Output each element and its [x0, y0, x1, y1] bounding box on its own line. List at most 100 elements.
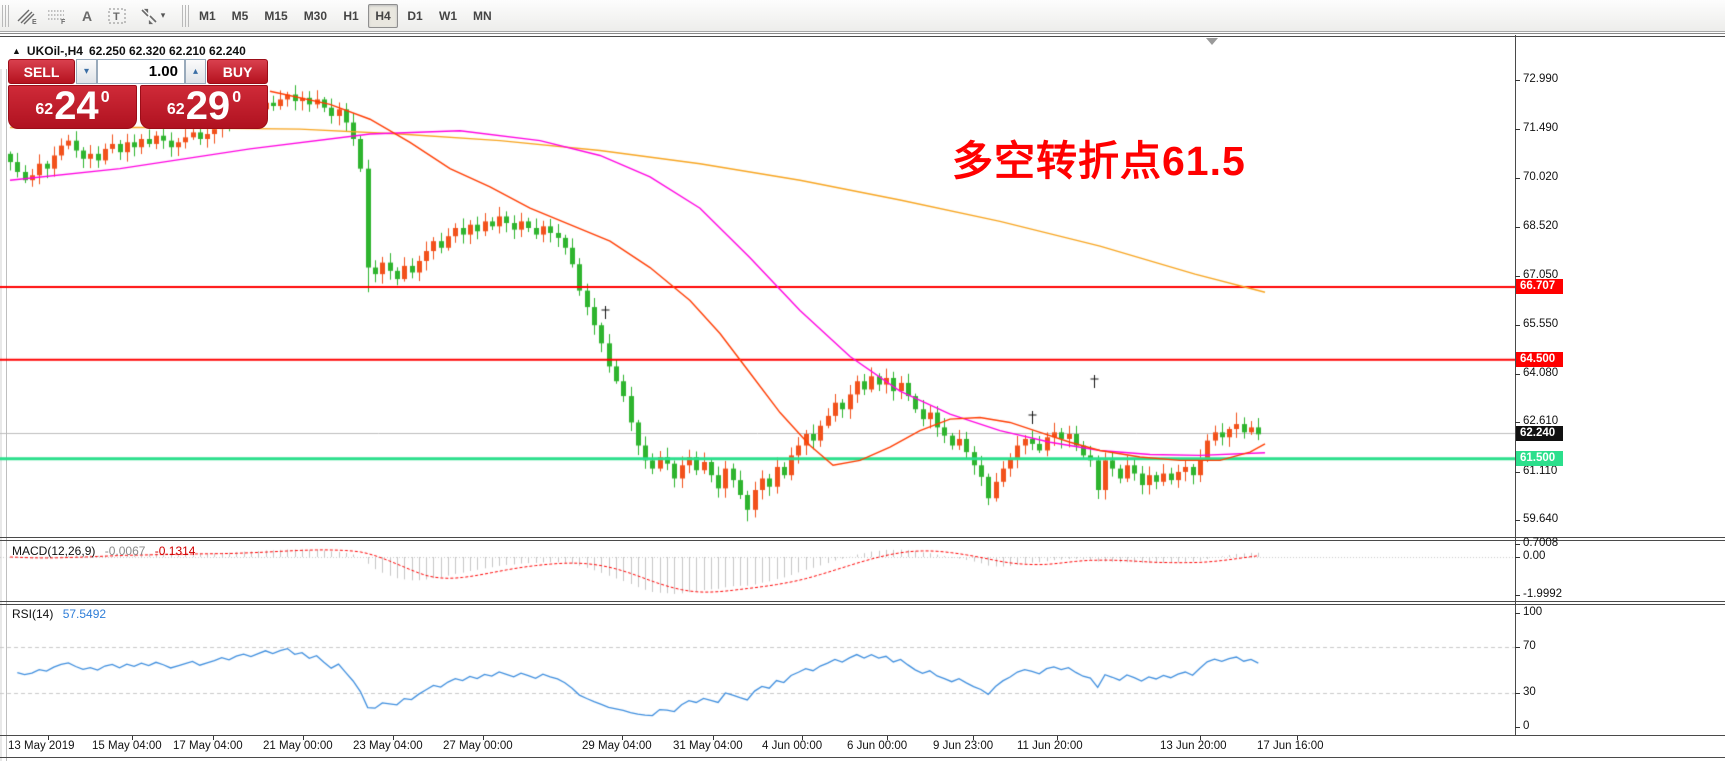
- timeframe-button-m1[interactable]: M1: [199, 8, 216, 23]
- time-tick-label: 23 May 04:00: [353, 740, 423, 752]
- time-tick-mark: [483, 736, 484, 740]
- macd-tick-mark: [1515, 557, 1520, 558]
- rsi-tick-mark: [1515, 727, 1520, 728]
- price-tick-mark: [1515, 520, 1520, 522]
- text-label-tool-button[interactable]: A: [72, 4, 102, 28]
- time-tick-label: 21 May 00:00: [263, 740, 333, 752]
- text-box-tool-button[interactable]: T: [102, 4, 132, 28]
- buy-price-point: 0: [232, 89, 242, 106]
- fibo-grid-tool-button[interactable]: F: [42, 4, 72, 28]
- time-tick-mark: [213, 736, 214, 740]
- timeframe-button-m5[interactable]: M5: [231, 8, 249, 23]
- macd-panel-canvas[interactable]: [0, 541, 1515, 601]
- time-tick-label: 17 Jun 16:00: [1257, 740, 1324, 752]
- rsi-axis-separator: [0, 735, 1725, 736]
- chevron-down-icon: ▾: [83, 66, 90, 77]
- macd-signal-value: -0.1314: [154, 544, 196, 558]
- price-tick-label: 59.640: [1523, 513, 1559, 526]
- macd-tick-label: -1.9992: [1523, 588, 1563, 600]
- time-tick-label: 15 May 04:00: [92, 740, 162, 752]
- volume-decrease-button[interactable]: ▾: [76, 59, 97, 84]
- rsi-tick-label: 0: [1523, 720, 1530, 732]
- macd-rsi-separator[interactable]: [0, 601, 1725, 602]
- time-tick-label: 29 May 04:00: [582, 740, 652, 752]
- svg-text:A: A: [82, 8, 92, 24]
- rsi-tick-mark: [1515, 647, 1520, 648]
- volume-increase-button[interactable]: ▴: [185, 59, 206, 84]
- timeframe-button-h1[interactable]: H1: [343, 8, 359, 23]
- rsi-label: RSI(14) 57.5492: [12, 607, 106, 621]
- fibo-grid-icon: F: [48, 10, 66, 25]
- svg-text:F: F: [61, 19, 66, 25]
- timeframe-button-w1[interactable]: W1: [439, 8, 458, 23]
- arrows-icon: [141, 8, 157, 24]
- sell-price-point: 0: [100, 89, 110, 106]
- sell-price-panel[interactable]: 62 24 0: [8, 85, 137, 129]
- time-tick-mark: [802, 736, 803, 740]
- price-tick-mark: [1515, 177, 1520, 179]
- toolbar-grip-2[interactable]: [182, 4, 189, 27]
- price-tick-mark: [1515, 275, 1520, 277]
- ohlc-values: 62.250 62.320 62.210 62.240: [88, 44, 246, 58]
- price-badge-64.500: 64.500: [1516, 351, 1563, 367]
- price-tick-label: 67.050: [1523, 268, 1559, 281]
- sell-button-label: SELL: [23, 63, 60, 80]
- timeframe-button-m30[interactable]: M30: [303, 8, 328, 23]
- collapse-panel-icon[interactable]: ▲: [12, 46, 21, 56]
- price-tick-mark: [1515, 471, 1520, 473]
- price-tick-mark: [1515, 80, 1520, 81]
- price-tick-mark: [1515, 422, 1520, 424]
- rsi-tick-mark: [1515, 693, 1520, 694]
- price-badge-61.500: 61.500: [1516, 450, 1563, 466]
- time-tick-mark: [132, 736, 133, 740]
- time-tick-mark: [393, 736, 394, 740]
- time-tick-mark: [713, 736, 714, 740]
- chart-shift-marker-icon[interactable]: [1206, 38, 1218, 45]
- volume-input[interactable]: [97, 59, 185, 84]
- price-badge-66.707: 66.707: [1516, 279, 1563, 295]
- rsi-name: RSI(14): [12, 607, 54, 621]
- arrows-tool-button[interactable]: ▾: [132, 4, 172, 28]
- buy-price-panel[interactable]: 62 29 0: [140, 85, 268, 129]
- top-toolbar: E F A T ▾ M1 M5 M15 M30 H1 H4 D: [0, 0, 1725, 32]
- buy-button[interactable]: BUY: [207, 59, 268, 84]
- macd-tick-mark: [1515, 544, 1520, 545]
- price-tick-label: 68.520: [1523, 220, 1559, 233]
- macd-name: MACD(12,26,9): [12, 544, 96, 558]
- price-tick-label: 62.610: [1523, 415, 1559, 428]
- time-tick-label: 17 May 04:00: [173, 740, 243, 752]
- time-tick-label: 13 May 2019: [8, 740, 75, 752]
- timeframe-button-m15[interactable]: M15: [264, 8, 288, 23]
- time-tick-mark: [622, 736, 623, 740]
- price-axis-border: [1515, 35, 1516, 735]
- timeframe-button-mn[interactable]: MN: [473, 8, 492, 23]
- macd-tick-label: 0.7008: [1523, 537, 1559, 549]
- sell-button[interactable]: SELL: [8, 59, 75, 84]
- rsi-panel-canvas[interactable]: [0, 604, 1515, 735]
- text-box-icon: T: [108, 8, 126, 23]
- time-tick-mark: [887, 736, 888, 740]
- time-tick-label: 27 May 00:00: [443, 740, 513, 752]
- draw-lines-tool-button[interactable]: E: [12, 4, 42, 28]
- main-macd-separator-2: [0, 540, 1725, 541]
- symbol-timeframe-label: UKOil-,H4: [26, 44, 83, 58]
- time-tick-label: 11 Jun 20:00: [1017, 740, 1083, 752]
- time-tick-mark: [973, 736, 974, 740]
- timeframe-button-d1[interactable]: D1: [407, 8, 423, 23]
- svg-text:E: E: [32, 19, 37, 25]
- price-tick-label: 64.080: [1523, 366, 1559, 379]
- sell-price-whole: 62: [35, 101, 54, 118]
- chevron-up-icon: ▴: [192, 66, 199, 77]
- time-tick-mark: [48, 736, 49, 740]
- text-label-icon: A: [82, 8, 92, 24]
- svg-text:T: T: [113, 11, 120, 23]
- price-badge-62.240: 62.240: [1516, 426, 1563, 442]
- time-tick-label: 6 Jun 00:00: [847, 740, 908, 752]
- price-tick-mark: [1515, 325, 1520, 327]
- timeframe-button-h4[interactable]: H4: [368, 3, 399, 28]
- sell-price-pips: 24: [54, 84, 99, 128]
- main-macd-separator[interactable]: [0, 537, 1725, 538]
- toolbar-grip[interactable]: [2, 4, 9, 27]
- price-tick-label: 61.110: [1523, 464, 1558, 477]
